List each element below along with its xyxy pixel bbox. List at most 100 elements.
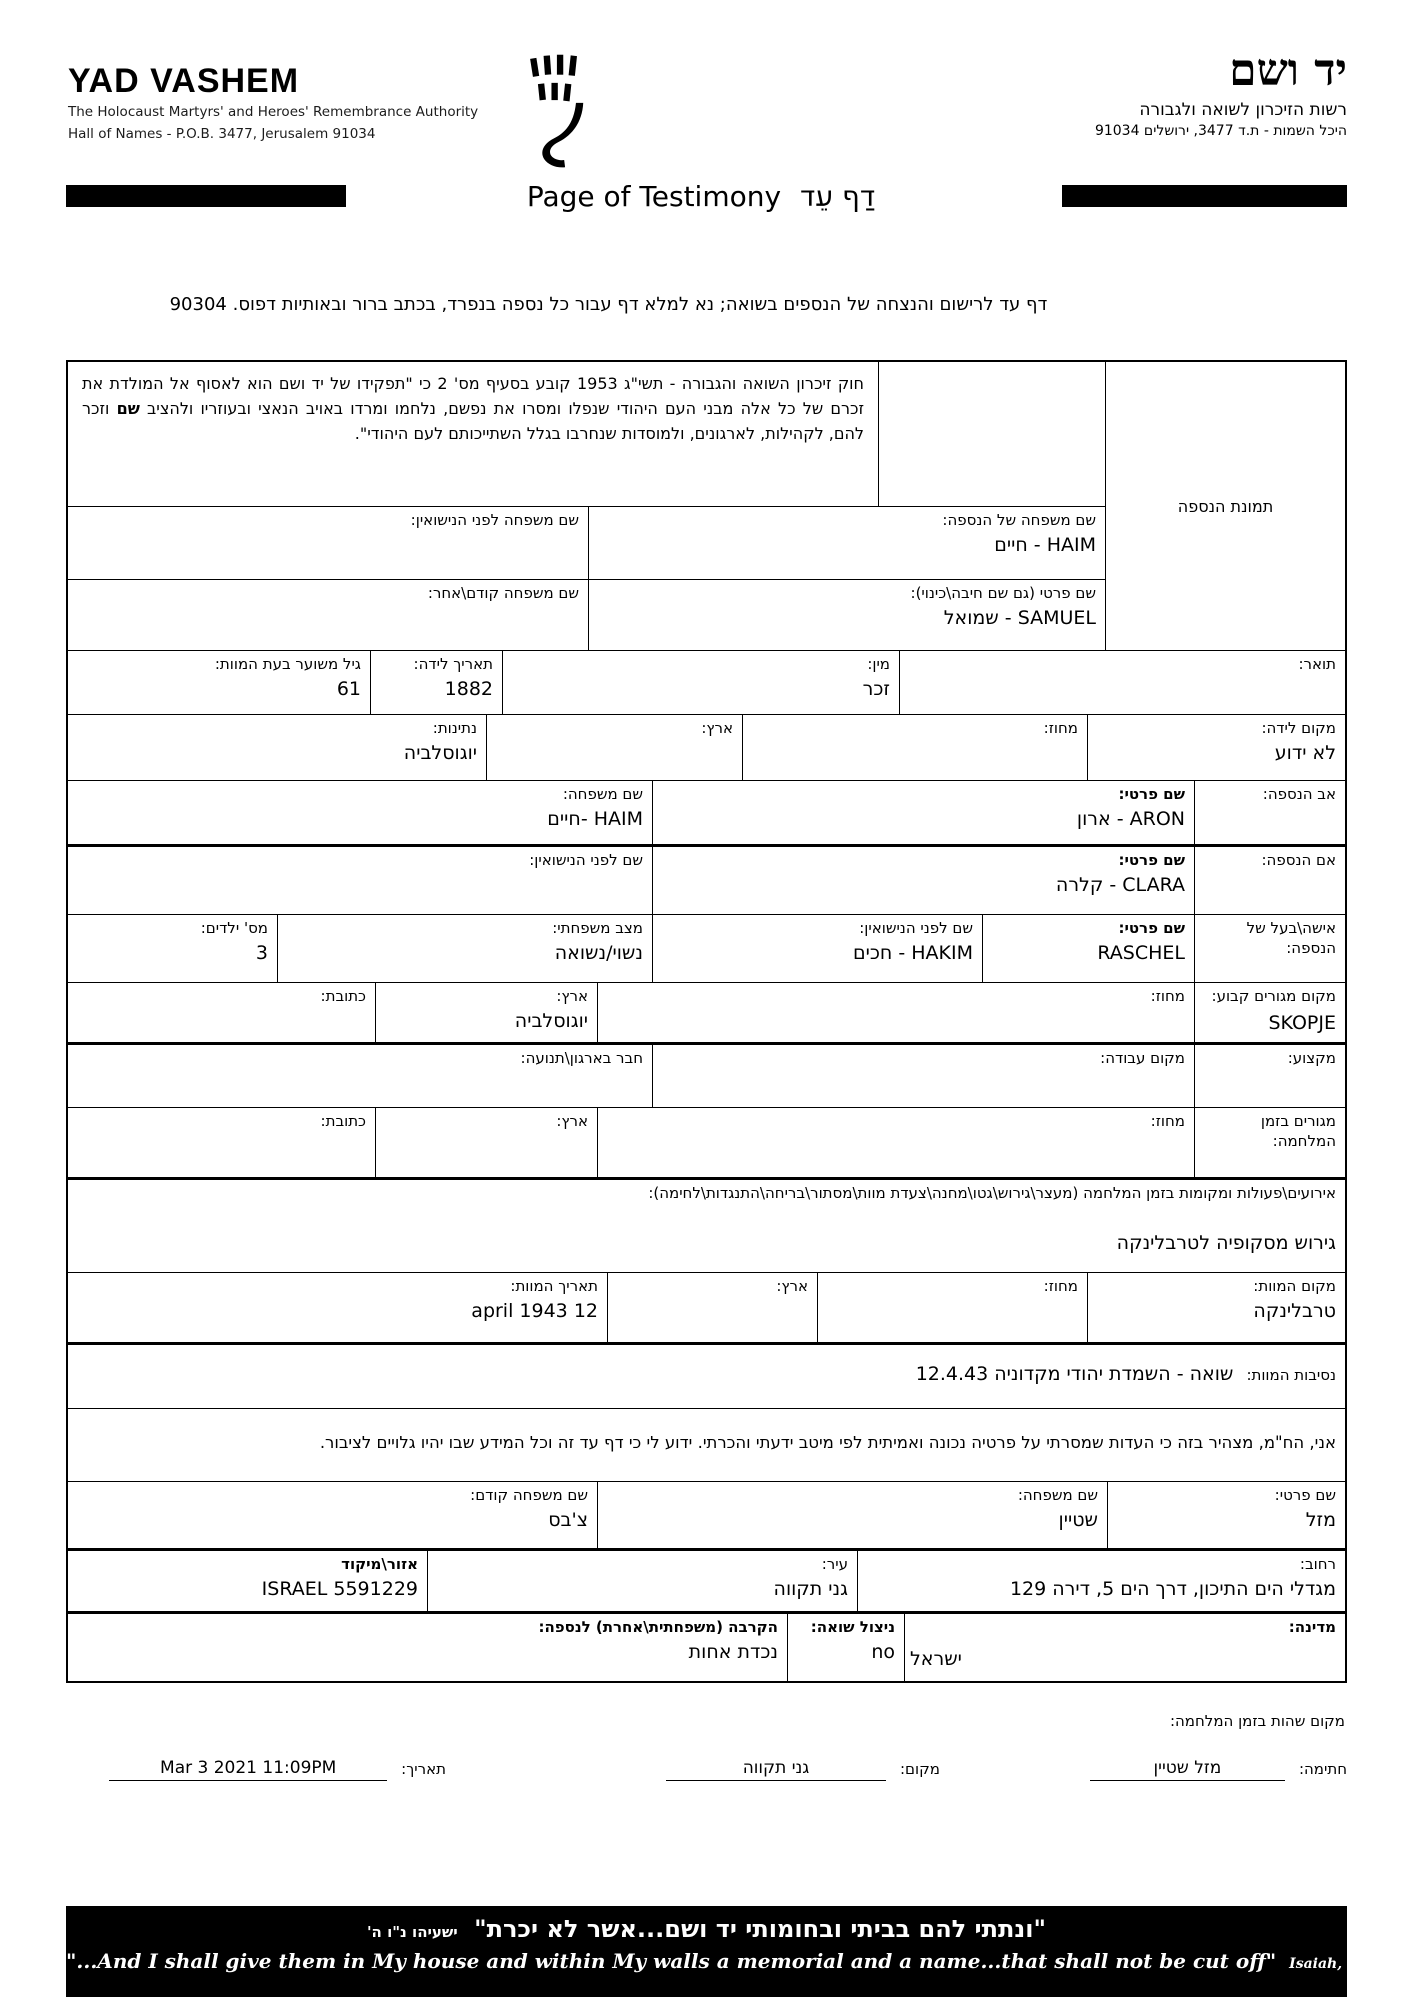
survivor-value: no — [871, 1641, 895, 1663]
org-name-hebrew: יד ושם — [1229, 45, 1347, 96]
submitter-street-value: מגדלי הים התיכון, דרך הים 5, דירה 129 — [1009, 1578, 1336, 1600]
residence-country-value: יוגוסלביה — [514, 1010, 588, 1032]
submitter-first-name-value: מזל — [1305, 1509, 1336, 1531]
war-location-label: מקום שהות בזמן המלחמה: — [1169, 1712, 1345, 1730]
victim-first-name-cell: שם פרטי (גם שם חיבה\כינוי): SAMUEL - שמו… — [588, 580, 1105, 650]
organization-label: חבר בארגון\תנועה: — [520, 1049, 643, 1067]
row-submitter-address: רחוב: מגדלי הים התיכון, דרך הים 5, דירה … — [68, 1548, 1345, 1611]
father-first-name-label: שם פרטי: — [1118, 785, 1185, 803]
row-death: מקום המוות: טרבלינקה מחוז: ארץ: תאריך המ… — [68, 1272, 1345, 1342]
row-submitter-names: שם פרטי: מזל שם משפחה: שטיין שם משפחה קו… — [68, 1481, 1345, 1548]
war-residence-label: מגורים בזמן המלחמה: — [1260, 1112, 1336, 1150]
events-label: אירועים\פעולות ומקומות בזמן המלחמה (מעצר… — [648, 1184, 1336, 1202]
org-subtitle-hebrew: רשות הזיכרון לשואה ולגבורה — [1139, 100, 1347, 121]
mother-section-cell: אם הנספה: — [1195, 847, 1345, 914]
submitter-country-cell: מדינה: ישראל — [905, 1614, 1345, 1681]
residence-value: SKOPJE — [1268, 1011, 1336, 1034]
death-date-cell: תאריך המוות: 12 april 1943 — [68, 1273, 608, 1342]
victim-gender-cell: מין: זכר — [503, 651, 900, 714]
spouse-maiden-name-cell: שם לפני הנישואין: HAKIM - חכים — [653, 915, 983, 982]
death-circumstances-label: נסיבות המוות: — [1246, 1366, 1336, 1384]
law-text-bold: שם — [116, 398, 140, 418]
signature-section: חתימה: מזל שטיין מקום: גני תקווה תאריך: … — [66, 1758, 1347, 1781]
page-title: Page of Testimony דַף עֵד — [346, 180, 1062, 213]
footer-quote-english-source: Isaiah, 56:5 — [1289, 1956, 1382, 1972]
victim-gender-label: מין: — [867, 655, 890, 673]
survivor-cell: ניצול שואה: no — [788, 1614, 905, 1681]
submitter-former-name-cell: שם משפחה קודם: צ'בס — [68, 1482, 598, 1548]
victim-birth-place-cell: מקום לידה: לא ידוע — [1088, 715, 1345, 780]
row-father: אב הנספה: שם פרטי: ARON - ארון שם משפחה:… — [68, 780, 1345, 844]
father-first-name-value: ARON - ארון — [1076, 808, 1185, 830]
father-family-name-cell: שם משפחה: HAIM -חיים — [68, 781, 653, 844]
row-birth-place: מקום לידה: לא ידוע מחוז: ארץ: נתינות: יו… — [68, 714, 1345, 780]
row-submitter-details: מדינה: ישראל ניצול שואה: no הקרבה (משפחת… — [68, 1611, 1345, 1681]
submitter-family-name-label: שם משפחה: — [1017, 1486, 1098, 1504]
country-label: ארץ: — [701, 719, 733, 737]
header-hebrew: יד ושם רשות הזיכרון לשואה ולגבורה היכל ה… — [1095, 45, 1347, 139]
father-family-name-value: HAIM -חיים — [547, 808, 643, 830]
footer-quote-bar: "ונתתי להם בביתי ובחומותי יד ושם...אשר ל… — [66, 1906, 1381, 1997]
birth-country-cell: ארץ: — [487, 715, 743, 780]
testimony-form: תמונת הנספה חוק זיכרון השואה והגבורה - ת… — [66, 360, 1347, 1683]
title-bar-right-rule — [1062, 185, 1347, 207]
death-place-cell: מקום המוות: טרבלינקה — [1088, 1273, 1345, 1342]
org-subtitle-english: The Holocaust Martyrs' and Heroes' Remem… — [68, 104, 479, 120]
page-title-english: Page of Testimony — [526, 179, 782, 213]
submitter-first-name-cell: שם פרטי: מזל — [1108, 1482, 1345, 1548]
events-value: גירוש מסקופיה לטרבלינקה — [1116, 1232, 1336, 1254]
mother-maiden-name-label: שם לפני הנישואין: — [529, 851, 643, 869]
footer-quote-hebrew-text: "ונתתי להם בביתי ובחומותי יד ושם...אשר ל… — [474, 1915, 1047, 1943]
children-count-cell: מס' ילדים: 3 — [68, 915, 278, 982]
signature-group: חתימה: מזל שטיין — [1089, 1758, 1347, 1781]
death-place-label: מקום המוות: — [1253, 1277, 1336, 1295]
row-death-circumstances: נסיבות המוות: שואה - השמדת יהודי מקדוניה… — [68, 1342, 1345, 1408]
death-country-cell: ארץ: — [608, 1273, 818, 1342]
victim-age-value: 61 — [336, 678, 361, 700]
victim-photo-cell: תמונת הנספה — [1105, 362, 1345, 650]
residence-address-cell: כתובת: — [68, 983, 376, 1042]
death-place-value: טרבלינקה — [1253, 1300, 1336, 1322]
district-label: מחוז: — [1043, 719, 1078, 737]
submitter-city-label: עיר: — [821, 1555, 848, 1573]
spouse-first-name-cell: שם פרטי: RASCHEL — [983, 915, 1195, 982]
page-title-hebrew: דַף עֵד — [799, 179, 876, 213]
victim-title-cell: תואר: — [900, 651, 1345, 714]
workplace-label: מקום עבודה: — [1100, 1049, 1185, 1067]
victim-family-name-value: HAIM - חיים — [994, 534, 1096, 556]
death-circumstances-cell: נסיבות המוות: שואה - השמדת יהודי מקדוניה… — [68, 1345, 1345, 1408]
law-text-part2: וזכר להם, לקהילות, לארגונים, ולמוסדות שנ… — [82, 398, 864, 443]
residence-country-cell: ארץ: יוגוסלביה — [376, 983, 598, 1042]
submitter-city-value: גני תקווה — [773, 1578, 848, 1600]
profession-cell: מקצוע: — [1195, 1045, 1345, 1107]
marital-status-label: מצב משפחתי: — [552, 919, 643, 937]
victim-birth-date-label: תאריך לידה: — [413, 655, 493, 673]
district-label: מחוז: — [1043, 1277, 1078, 1295]
mother-section-label: אם הנספה: — [1261, 851, 1336, 869]
instruction-line: דף עד לרישום והנצחה של הנספים בשואה; נא … — [169, 294, 1048, 315]
victim-age-cell: גיל משוער בעת המוות: 61 — [68, 651, 371, 714]
mother-first-name-label: שם פרטי: — [1118, 851, 1185, 869]
country-label: ארץ: — [556, 987, 588, 1005]
submitter-city-cell: עיר: גני תקווה — [428, 1551, 858, 1611]
victim-former-name-cell: שם משפחה קודם\אחר: — [68, 580, 588, 650]
submitter-former-name-label: שם משפחה קודם: — [470, 1486, 588, 1504]
title-bar-left-rule — [66, 185, 346, 207]
victim-gender-value: זכר — [862, 678, 890, 700]
submitter-street-label: רחוב: — [1299, 1555, 1336, 1573]
spouse-first-name-label: שם פרטי: — [1118, 919, 1185, 937]
victim-citizenship-value: יוגוסלביה — [403, 742, 477, 764]
row-residence: מקום מגורים קבוע: SKOPJE מחוז: ארץ: יוגו… — [68, 982, 1345, 1042]
submitter-family-name-cell: שם משפחה: שטיין — [598, 1482, 1108, 1548]
law-text-part1: חוק זיכרון השואה והגבורה - תשי"ג 1953 קו… — [82, 374, 864, 418]
footer-quote-english-text: "...And I shall give them in My house an… — [66, 1949, 1277, 1973]
place-line: גני תקווה — [666, 1758, 886, 1781]
submitter-first-name-label: שם פרטי: — [1274, 1486, 1336, 1504]
empty-cell — [878, 362, 1105, 507]
place-group: מקום: גני תקווה — [666, 1758, 940, 1781]
relation-value: נכדת אחות — [688, 1641, 778, 1663]
victim-former-name-label: שם משפחה קודם\אחר: — [427, 584, 579, 602]
organization-cell: חבר בארגון\תנועה: — [68, 1045, 653, 1107]
mother-first-name-value: CLARA - קלרה — [1055, 874, 1185, 896]
